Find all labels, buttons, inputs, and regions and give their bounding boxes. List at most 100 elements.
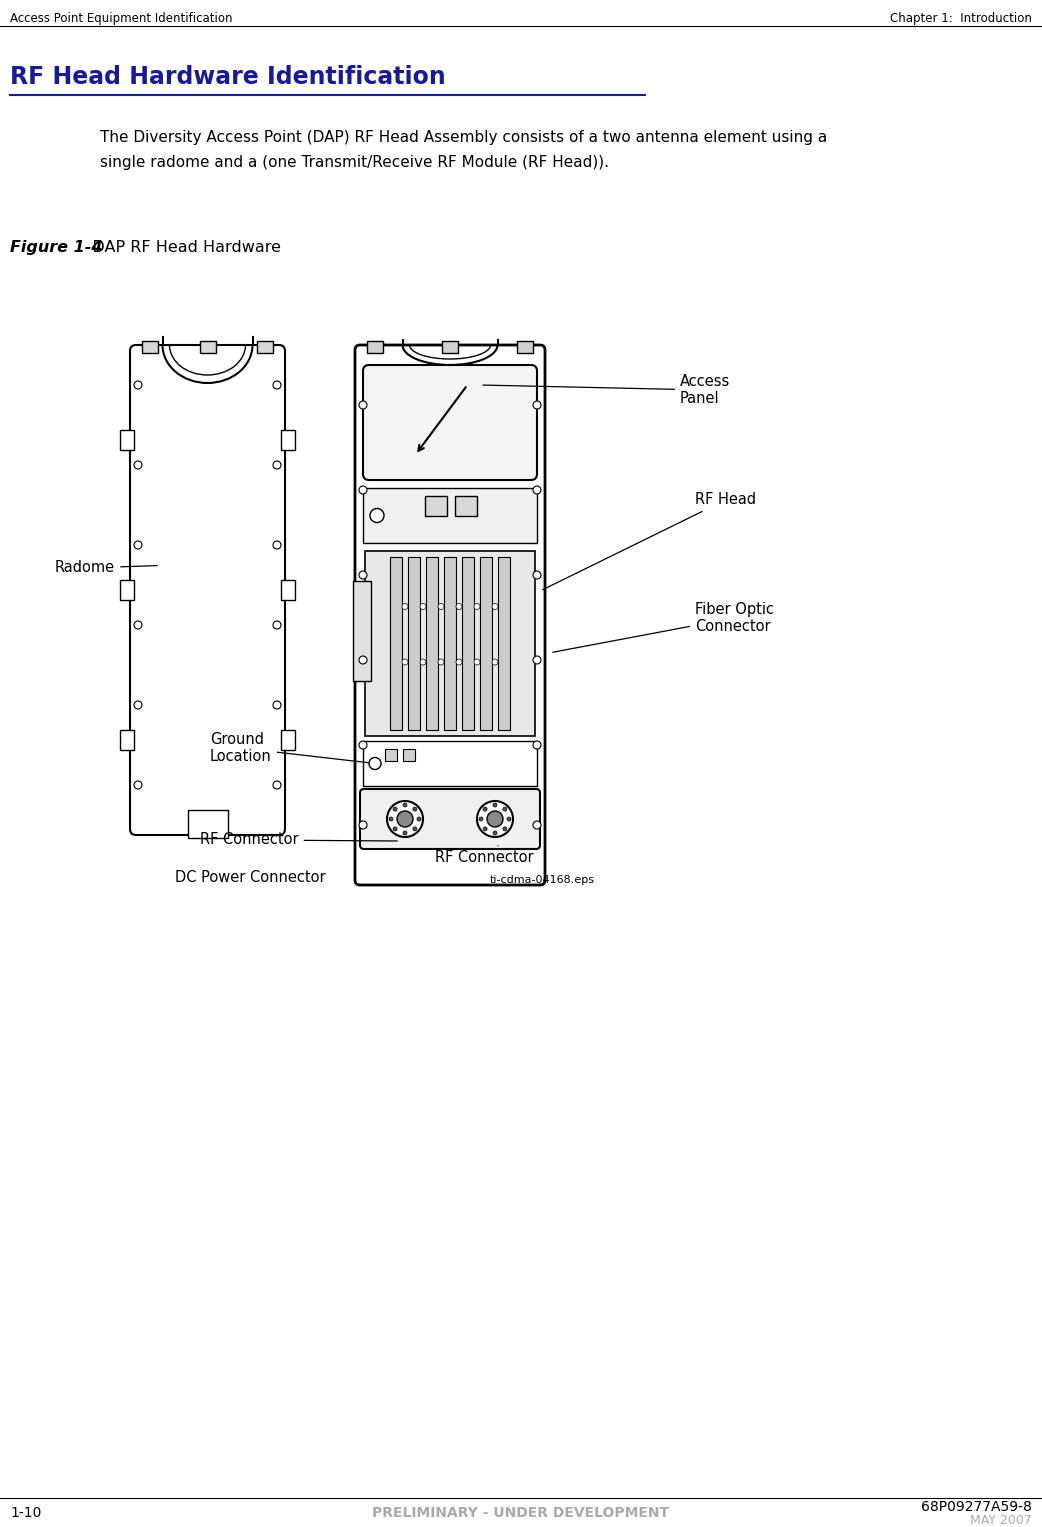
Circle shape [479, 817, 483, 822]
Circle shape [134, 780, 142, 789]
Bar [281, 431, 295, 450]
Circle shape [359, 571, 367, 579]
Circle shape [359, 402, 367, 409]
Text: PRELIMINARY - UNDER DEVELOPMENT: PRELIMINARY - UNDER DEVELOPMENT [372, 1506, 670, 1519]
Bar [281, 730, 295, 750]
Circle shape [493, 831, 497, 835]
FancyBboxPatch shape [363, 365, 537, 479]
Bar [188, 809, 227, 838]
Circle shape [273, 541, 281, 550]
Text: ti-cdma-04168.eps: ti-cdma-04168.eps [490, 875, 595, 886]
Bar [403, 750, 415, 760]
Bar [480, 557, 492, 730]
Circle shape [493, 803, 497, 806]
Text: RF Connector: RF Connector [435, 846, 534, 866]
Circle shape [369, 757, 381, 770]
Text: DAP RF Head Hardware: DAP RF Head Hardware [77, 240, 281, 255]
Circle shape [370, 508, 384, 522]
Circle shape [477, 802, 513, 837]
Bar [425, 496, 447, 516]
Bar [444, 557, 456, 730]
Circle shape [393, 808, 397, 811]
Text: 68P09277A59-8: 68P09277A59-8 [921, 1500, 1032, 1513]
Circle shape [273, 701, 281, 709]
Circle shape [483, 828, 487, 831]
Circle shape [402, 603, 408, 609]
Bar [120, 580, 134, 600]
Text: single radome and a (one Transmit/Receive RF Module (RF Head)).: single radome and a (one Transmit/Receiv… [100, 156, 609, 169]
Circle shape [507, 817, 511, 822]
Bar [120, 730, 134, 750]
Circle shape [474, 660, 480, 664]
Circle shape [389, 817, 393, 822]
Text: Radome: Radome [55, 560, 157, 576]
Bar [353, 580, 371, 681]
Circle shape [273, 621, 281, 629]
Text: Access Point Equipment Identification: Access Point Equipment Identification [10, 12, 232, 24]
Circle shape [456, 603, 462, 609]
Bar [517, 341, 534, 353]
Bar [408, 557, 420, 730]
Circle shape [492, 660, 498, 664]
FancyBboxPatch shape [130, 345, 286, 835]
Circle shape [387, 802, 423, 837]
Circle shape [417, 817, 421, 822]
Circle shape [413, 808, 417, 811]
Circle shape [403, 831, 407, 835]
Circle shape [483, 808, 487, 811]
Circle shape [534, 741, 541, 750]
Text: MAY 2007: MAY 2007 [970, 1513, 1032, 1527]
Bar [281, 580, 295, 600]
Circle shape [273, 461, 281, 469]
Text: Access
Panel: Access Panel [483, 374, 730, 406]
Circle shape [393, 828, 397, 831]
Circle shape [534, 657, 541, 664]
Text: Fiber Optic
Connector: Fiber Optic Connector [552, 602, 774, 652]
Circle shape [492, 603, 498, 609]
Circle shape [134, 382, 142, 389]
Text: Ground
Location: Ground Location [210, 731, 372, 764]
Bar [142, 341, 158, 353]
Bar [199, 341, 216, 353]
Circle shape [420, 660, 426, 664]
Circle shape [503, 828, 506, 831]
Bar [455, 496, 477, 516]
Circle shape [273, 382, 281, 389]
Bar [442, 341, 458, 353]
Bar [363, 741, 537, 786]
Text: 1-10: 1-10 [10, 1506, 42, 1519]
Bar [363, 489, 537, 544]
FancyBboxPatch shape [359, 789, 540, 849]
Circle shape [420, 603, 426, 609]
Circle shape [134, 461, 142, 469]
Circle shape [359, 822, 367, 829]
Text: Chapter 1:  Introduction: Chapter 1: Introduction [890, 12, 1032, 24]
Circle shape [534, 822, 541, 829]
Circle shape [134, 541, 142, 550]
Bar [120, 431, 134, 450]
Bar [462, 557, 474, 730]
Text: Figure 1-4: Figure 1-4 [10, 240, 102, 255]
Circle shape [534, 571, 541, 579]
Circle shape [438, 603, 444, 609]
Circle shape [474, 603, 480, 609]
Bar [365, 551, 535, 736]
Text: The Diversity Access Point (DAP) RF Head Assembly consists of a two antenna elem: The Diversity Access Point (DAP) RF Head… [100, 130, 827, 145]
Text: RF Head Hardware Identification: RF Head Hardware Identification [10, 66, 446, 89]
Circle shape [359, 486, 367, 495]
Circle shape [503, 808, 506, 811]
Circle shape [134, 701, 142, 709]
Circle shape [134, 621, 142, 629]
Circle shape [402, 660, 408, 664]
Circle shape [534, 402, 541, 409]
Circle shape [413, 828, 417, 831]
Circle shape [438, 660, 444, 664]
Bar [426, 557, 438, 730]
Circle shape [456, 660, 462, 664]
Circle shape [359, 741, 367, 750]
Bar [257, 341, 273, 353]
Text: DC Power Connector: DC Power Connector [175, 870, 325, 886]
Bar [367, 341, 383, 353]
Circle shape [487, 811, 503, 828]
Bar [384, 750, 397, 760]
